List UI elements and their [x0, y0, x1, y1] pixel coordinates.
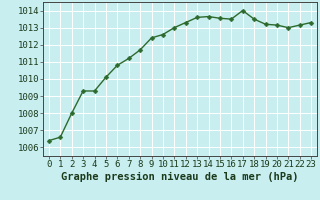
X-axis label: Graphe pression niveau de la mer (hPa): Graphe pression niveau de la mer (hPa) — [61, 172, 299, 182]
